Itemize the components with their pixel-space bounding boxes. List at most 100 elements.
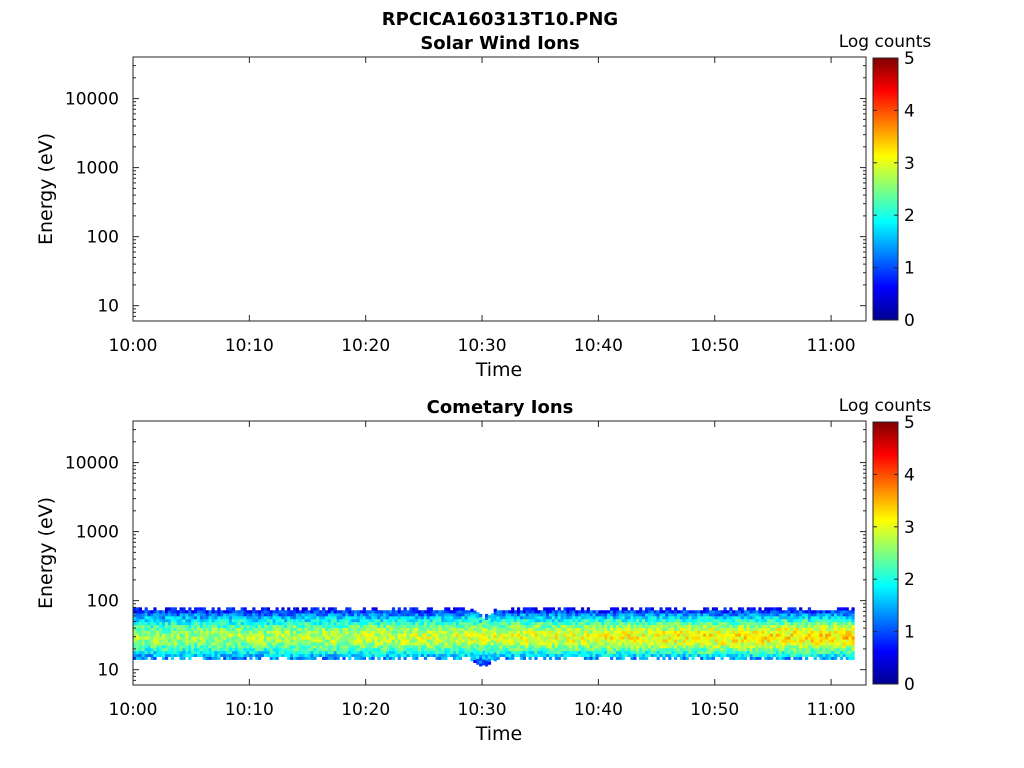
heatmap-cell	[147, 616, 151, 620]
heatmap-cell	[330, 624, 335, 628]
heatmap-cell	[516, 613, 521, 617]
heatmap-cell	[531, 633, 535, 637]
heatmap-cell	[336, 633, 340, 637]
heatmap-cell	[799, 618, 803, 623]
heatmap-cell	[752, 645, 756, 649]
heatmap-cell	[732, 618, 736, 623]
heatmap-cell	[479, 634, 483, 638]
heatmap-cell	[743, 616, 748, 620]
heatmap-cell	[208, 647, 212, 652]
heatmap-cell	[810, 636, 814, 640]
heatmap-cell	[374, 645, 378, 649]
heatmap-cell	[816, 639, 820, 643]
heatmap-cell	[441, 656, 445, 660]
heatmap-cell	[505, 610, 509, 614]
heatmap-cell	[685, 621, 689, 626]
heatmap-cell	[383, 616, 387, 620]
heatmap-cell	[717, 618, 721, 623]
heatmap-cell	[697, 650, 701, 655]
heatmap-cell	[580, 639, 585, 643]
heatmap-cell	[371, 624, 375, 628]
heatmap-cell	[482, 641, 486, 645]
heatmap-cell	[208, 624, 212, 628]
heatmap-cell	[182, 621, 186, 626]
heatmap-cell	[682, 647, 686, 652]
heatmap-cell	[202, 639, 207, 643]
heatmap-cell	[418, 653, 422, 657]
heatmap-cell	[807, 627, 812, 631]
heatmap-cell	[164, 636, 169, 640]
heatmap-cell	[156, 613, 160, 617]
heatmap-cell	[220, 616, 224, 620]
heatmap-cell	[633, 642, 637, 646]
heatmap-cell	[391, 647, 396, 652]
heatmap-cell	[650, 636, 654, 640]
heatmap-cell	[668, 653, 672, 657]
heatmap-cell	[810, 613, 814, 617]
heatmap-cell	[612, 650, 617, 655]
heatmap-cell	[592, 621, 596, 626]
heatmap-cell	[249, 650, 253, 655]
heatmap-cell	[231, 607, 236, 611]
heatmap-cell	[324, 642, 329, 646]
heatmap-cell	[778, 624, 782, 628]
heatmap-cell	[185, 639, 189, 643]
heatmap-cell	[444, 645, 448, 649]
heatmap-cell	[703, 630, 707, 634]
x-tick-label: 10:00	[109, 336, 158, 356]
heatmap-cell	[746, 621, 750, 626]
heatmap-cell	[182, 647, 186, 652]
heatmap-cell	[790, 633, 794, 637]
heatmap-cell	[743, 624, 748, 628]
heatmap-cell	[191, 653, 195, 657]
heatmap-cell	[231, 639, 236, 643]
heatmap-cell	[714, 630, 718, 634]
heatmap-cell	[746, 633, 750, 637]
heatmap-cell	[336, 650, 340, 655]
heatmap-cell	[133, 618, 137, 623]
heatmap-cell	[767, 653, 771, 657]
heatmap-cell	[604, 621, 608, 626]
heatmap-cell	[223, 616, 227, 620]
heatmap-cell	[444, 613, 448, 617]
heatmap-cell	[423, 633, 428, 637]
heatmap-cell	[665, 636, 669, 640]
heatmap-cell	[767, 627, 771, 631]
panel-title-cometary: Cometary Ions	[427, 397, 574, 418]
heatmap-cell	[415, 636, 419, 640]
heatmap-cell	[167, 621, 172, 626]
heatmap-cell	[269, 633, 273, 637]
heatmap-cell	[336, 621, 340, 626]
heatmap-cell	[560, 624, 564, 628]
heatmap-cell	[173, 616, 177, 620]
heatmap-cell	[447, 630, 451, 634]
heatmap-cell	[397, 650, 401, 655]
heatmap-cell	[223, 650, 227, 655]
heatmap-cell	[438, 627, 442, 631]
heatmap-cell	[362, 613, 366, 617]
heatmap-cell	[199, 613, 204, 617]
heatmap-cell	[656, 633, 660, 637]
heatmap-cell	[319, 618, 323, 623]
heatmap-cell	[546, 616, 550, 620]
heatmap-cell	[531, 621, 535, 626]
heatmap-cell	[202, 636, 207, 640]
heatmap-cell	[487, 638, 492, 642]
heatmap-cell	[807, 653, 812, 657]
heatmap-cell	[726, 630, 730, 634]
heatmap-cell	[851, 618, 855, 623]
heatmap-cell	[592, 624, 596, 628]
heatmap-cell	[170, 610, 175, 614]
heatmap-cell	[697, 621, 701, 626]
heatmap-cell	[589, 610, 593, 614]
heatmap-cell	[444, 621, 448, 626]
heatmap-cell	[377, 621, 381, 626]
heatmap-cell	[252, 607, 256, 611]
heatmap-cell	[703, 627, 707, 631]
heatmap-cell	[371, 656, 375, 660]
heatmap-cell	[484, 645, 489, 650]
heatmap-cell	[531, 607, 535, 611]
heatmap-cell	[740, 616, 745, 620]
heatmap-cell	[476, 638, 480, 642]
heatmap-cell	[647, 639, 652, 643]
